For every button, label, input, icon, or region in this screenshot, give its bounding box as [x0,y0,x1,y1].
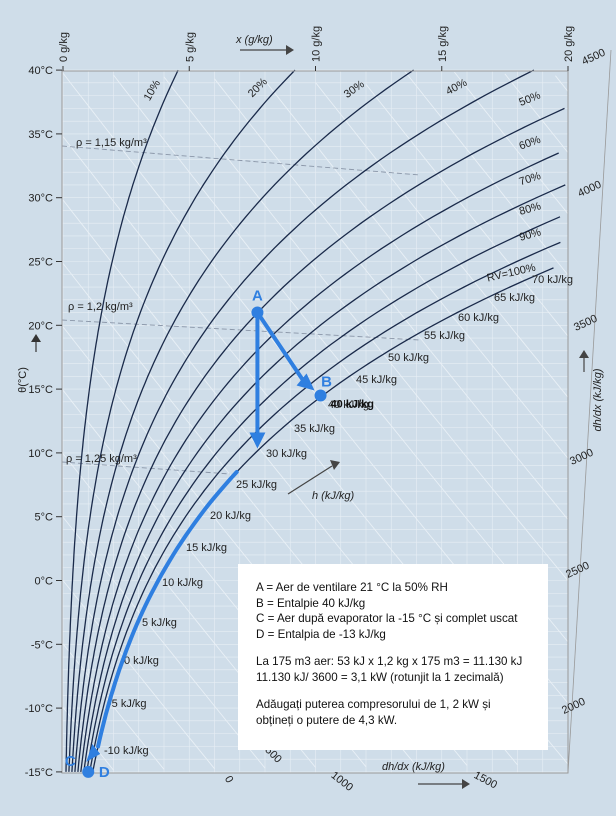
x-tick-label: 10 g/kg [311,26,323,62]
process-curve-to-c [96,470,239,749]
dhdx-bottom-axis-label: dh/dx (kJ/kg) [382,761,445,773]
dhdx-bottom-tick-label: 0 [222,774,235,785]
enthalpy-label: 20 kJ/kg [210,510,251,522]
enthalpy-label: 40 kJ/kg [328,399,369,411]
point-d-label: D [99,764,110,781]
y-tick-label: -10°C [25,703,53,715]
rh-curve-30 [71,69,414,772]
info-note-1: Adăugați puterea compresorului de 1, 2 k… [256,698,491,711]
rh-curve-10 [65,69,179,772]
y-tick-label: 30°C [28,193,53,205]
x-tick-label: 5 g/kg [184,32,196,62]
dhdx-bottom-arrow-head [462,779,470,789]
info-line-c: C = Aer după evaporator la -15 °C și com… [256,612,518,625]
rh-curve-90 [89,241,561,773]
enthalpy-label: 50 kJ/kg [388,352,429,364]
density-label: ρ = 1,2 kg/m³ [68,301,133,313]
x-tick-label: 0 g/kg [58,32,70,62]
point-c-label: C [65,753,76,770]
info-note-2: obțineți o putere de 4,3 kW. [256,713,398,727]
y-axis-arrow-head [31,334,41,342]
info-line-b: B = Entalpie 40 kJ/kg [256,596,366,610]
enthalpy-line [62,580,215,769]
point-b [314,389,327,402]
y-tick-label: 40°C [28,65,53,77]
arrow-head-a-b [296,373,315,391]
enthalpy-line [214,78,569,520]
x-axis-arrow-head [286,45,294,55]
enthalpy-line [365,84,569,337]
info-line-a: A = Aer de ventilare 21 °C la 50% RH [256,581,448,594]
rh-curve-70 [83,184,566,772]
rh-label-90: 90% [518,226,543,243]
enthalpy-label: 30 kJ/kg [266,448,307,460]
enthalpy-line [315,82,569,398]
y-axis-label: θ(°C) [17,367,29,393]
density-label: ρ = 1,25 kg/m³ [66,453,137,465]
enthalpy-line [504,73,569,153]
dhdx-right-axis-line [567,49,612,774]
enthalpy-line [113,74,569,643]
y-tick-label: 0°C [35,576,54,588]
enthalpy-label: 45 kJ/kg [356,374,397,386]
enthalpy-line [555,75,569,92]
enthalpy-label: 25 kJ/kg [236,479,277,491]
process-line-a-b [255,310,309,388]
dhdx-right-arrow-head [579,350,589,358]
enthalpy-line [454,71,569,215]
x-axis-label: x (g/kg) [235,34,273,46]
y-tick-label: 35°C [28,129,53,141]
h-axis-arrow-shaft [287,465,333,495]
arrow-head-a-c [249,432,266,449]
y-tick-label: -15°C [25,767,53,779]
enthalpy-label: 5 kJ/kg [142,617,177,629]
enthalpy-line [62,516,266,769]
enthalpy-line [403,69,569,276]
enthalpy-label: 60 kJ/kg [458,312,499,324]
dhdx-right-axis-label: dh/dx (kJ/kg) [592,368,604,431]
process-lines: A B C D 40 kJ/kg [65,288,374,781]
enthalpy-label: 35 kJ/kg [294,423,335,435]
enthalpy-label: 0 kJ/kg [124,655,159,667]
enthalpy-label: -5 kJ/kg [108,698,147,710]
rh-curve-60 [80,152,559,772]
point-a [251,306,264,319]
point-b-enthalpy-label: 40 kJ/kg [331,398,374,410]
density-label: ρ = 1,15 kg/m³ [76,137,147,149]
rh-label-80: 80% [518,200,543,218]
enthalpy-label: 55 kJ/kg [424,330,465,342]
y-tick-label: 10°C [28,448,53,460]
enthalpy-line [163,76,569,581]
enthalpy-label: -10 kJ/kg [104,745,149,757]
info-calc-2: 11.130 kJ/ 3600 = 3,1 kW (rotunjit la 1 … [256,670,504,684]
y-tick-label: -5°C [31,639,53,651]
y-tick-label: 5°C [35,512,54,524]
y-tick-label: 20°C [28,320,53,332]
rh-curve-20 [68,69,296,772]
y-tick-label: 25°C [28,257,53,269]
y-tick-label: 15°C [28,384,53,396]
point-d [82,765,95,778]
point-a-label: A [252,288,263,305]
rh-curve-40 [74,69,535,772]
h-axis-label: h (kJ/kg) [312,490,355,502]
legend-info-box: A = Aer de ventilare 21 °C la 50% RH B =… [238,564,548,750]
x-tick-label: 15 g/kg [437,26,449,62]
arrow-head-c [86,743,101,762]
density-line [61,145,421,176]
enthalpy-label: 65 kJ/kg [494,292,535,304]
enthalpy-label: 15 kJ/kg [186,542,227,554]
enthalpy-label: 10 kJ/kg [162,577,203,589]
info-calc-1: La 175 m3 aer: 53 kJ x 1,2 kg x 175 m3 =… [256,655,523,668]
rh-curve-50 [77,107,565,772]
info-line-d: D = Entalpia de -13 kJ/kg [256,627,386,641]
rh-curve-80 [86,216,561,773]
relative-humidity-curves [65,69,566,773]
point-b-label: B [321,373,332,390]
x-tick-label: 20 g/kg [563,26,575,62]
h-axis-arrow-head [330,460,340,470]
enthalpy-label: 70 kJ/kg [532,274,573,286]
plot-frame [31,45,612,789]
